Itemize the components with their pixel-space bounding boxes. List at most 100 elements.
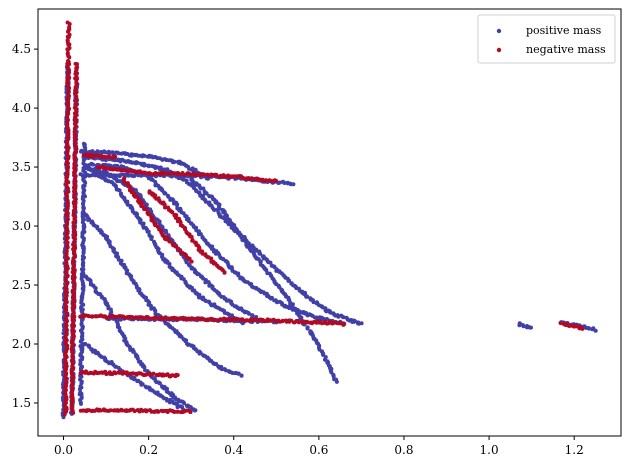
- negative-mass-point: [71, 321, 76, 326]
- positive-mass-point: [311, 300, 316, 305]
- positive-mass-point: [121, 165, 126, 169]
- negative-mass-point: [72, 153, 77, 158]
- x-tick-label: 0.2: [139, 443, 158, 457]
- negative-mass-point: [73, 177, 78, 182]
- positive-mass-point: [109, 173, 114, 178]
- positive-mass-point: [83, 342, 88, 346]
- y-tick-label: 3.5: [12, 160, 31, 174]
- negative-mass-point: [163, 205, 167, 210]
- positive-mass-point: [81, 184, 86, 188]
- x-axis: 0.0 0.2 0.4 0.6 0.8 1.0 1.2: [54, 436, 584, 457]
- negative-mass-point: [189, 259, 194, 264]
- negative-mass-point: [191, 172, 196, 177]
- positive-mass-point: [225, 213, 229, 218]
- positive-mass-point: [164, 230, 169, 235]
- negative-mass-point: [66, 89, 71, 94]
- negative-mass-point: [65, 346, 70, 351]
- negative-mass-point: [176, 409, 180, 414]
- negative-mass-point: [130, 316, 135, 320]
- negative-mass-point: [98, 408, 103, 413]
- negative-mass-point: [167, 239, 172, 244]
- positive-mass-point: [305, 326, 310, 331]
- negative-mass-point: [230, 174, 235, 179]
- negative-mass-point: [64, 248, 69, 253]
- positive-mass-point: [334, 379, 339, 384]
- negative-mass-point: [64, 261, 69, 266]
- negative-mass-point: [125, 371, 129, 376]
- negative-mass-point: [85, 154, 90, 158]
- positive-mass-point: [593, 328, 598, 333]
- negative-mass-point: [103, 155, 108, 160]
- negative-mass-point: [71, 224, 76, 228]
- positive-mass-point: [142, 153, 147, 158]
- positive-mass-point: [137, 288, 142, 292]
- positive-mass-point: [90, 162, 95, 167]
- positive-mass-point: [282, 181, 287, 185]
- negative-mass-point: [153, 171, 158, 175]
- negative-mass-point: [64, 175, 69, 180]
- negative-mass-point: [70, 364, 75, 369]
- positive-mass-point: [135, 160, 140, 165]
- negative-mass-point: [177, 172, 182, 177]
- positive-mass-point: [87, 217, 92, 222]
- positive-mass-point: [140, 382, 145, 387]
- negative-mass-point: [67, 94, 71, 98]
- x-tick-label: 1.0: [480, 443, 499, 457]
- positive-mass-point: [80, 334, 85, 338]
- positive-mass-point: [219, 367, 224, 372]
- positive-mass-point: [521, 324, 526, 329]
- negative-mass-point: [341, 322, 346, 327]
- positive-mass-point: [165, 193, 170, 198]
- y-tick-label: 2.0: [12, 337, 31, 351]
- positive-mass-point: [203, 299, 208, 303]
- positive-mass-point: [217, 206, 222, 211]
- positive-mass-point: [305, 294, 310, 299]
- positive-mass-point: [359, 321, 364, 326]
- positive-mass-point: [95, 149, 100, 154]
- negative-mass-point: [64, 327, 69, 332]
- positive-mass-point: [80, 254, 85, 259]
- negative-mass-point: [70, 353, 75, 358]
- y-axis: 1.5 2.0 2.5 3.0 3.5 4.0 4.5: [12, 42, 38, 410]
- positive-mass-point: [81, 161, 86, 166]
- negative-mass-point: [65, 38, 70, 43]
- negative-mass-point: [73, 61, 78, 66]
- positive-mass-point: [341, 315, 346, 320]
- positive-mass-point: [247, 311, 251, 316]
- negative-mass-point: [113, 154, 118, 159]
- legend-marker-negative: [496, 47, 502, 53]
- negative-mass-point: [64, 269, 69, 274]
- negative-mass-point: [131, 371, 136, 376]
- negative-mass-point: [67, 46, 72, 50]
- positive-mass-point: [258, 259, 263, 264]
- positive-mass-point: [236, 273, 241, 278]
- positive-mass-point: [586, 326, 591, 331]
- positive-mass-point: [212, 207, 217, 212]
- positive-mass-point: [81, 260, 86, 265]
- positive-mass-point: [81, 209, 86, 214]
- negative-mass-point: [580, 326, 585, 331]
- negative-mass-point: [274, 178, 279, 183]
- positive-mass-point: [81, 267, 86, 272]
- negative-mass-point: [67, 106, 72, 111]
- negative-mass-point: [244, 318, 249, 323]
- negative-mass-point: [65, 234, 70, 239]
- positive-mass-point: [203, 280, 208, 285]
- positive-mass-point: [193, 408, 198, 413]
- legend: positive mass negative mass: [477, 14, 616, 64]
- negative-mass-point: [67, 32, 72, 37]
- positive-mass-point: [182, 401, 187, 406]
- positive-mass-point: [226, 312, 231, 317]
- negative-mass-point: [73, 102, 78, 107]
- negative-mass-point: [70, 358, 75, 363]
- legend-marker-positive: [496, 28, 502, 34]
- negative-mass-point: [64, 296, 69, 301]
- positive-mass-point: [143, 163, 148, 168]
- negative-mass-point: [72, 299, 77, 304]
- y-tick-label: 4.5: [12, 42, 31, 56]
- negative-mass-point: [163, 315, 168, 320]
- negative-mass-point: [65, 217, 70, 222]
- positive-mass-point: [277, 180, 282, 185]
- negative-mass-point: [90, 314, 95, 319]
